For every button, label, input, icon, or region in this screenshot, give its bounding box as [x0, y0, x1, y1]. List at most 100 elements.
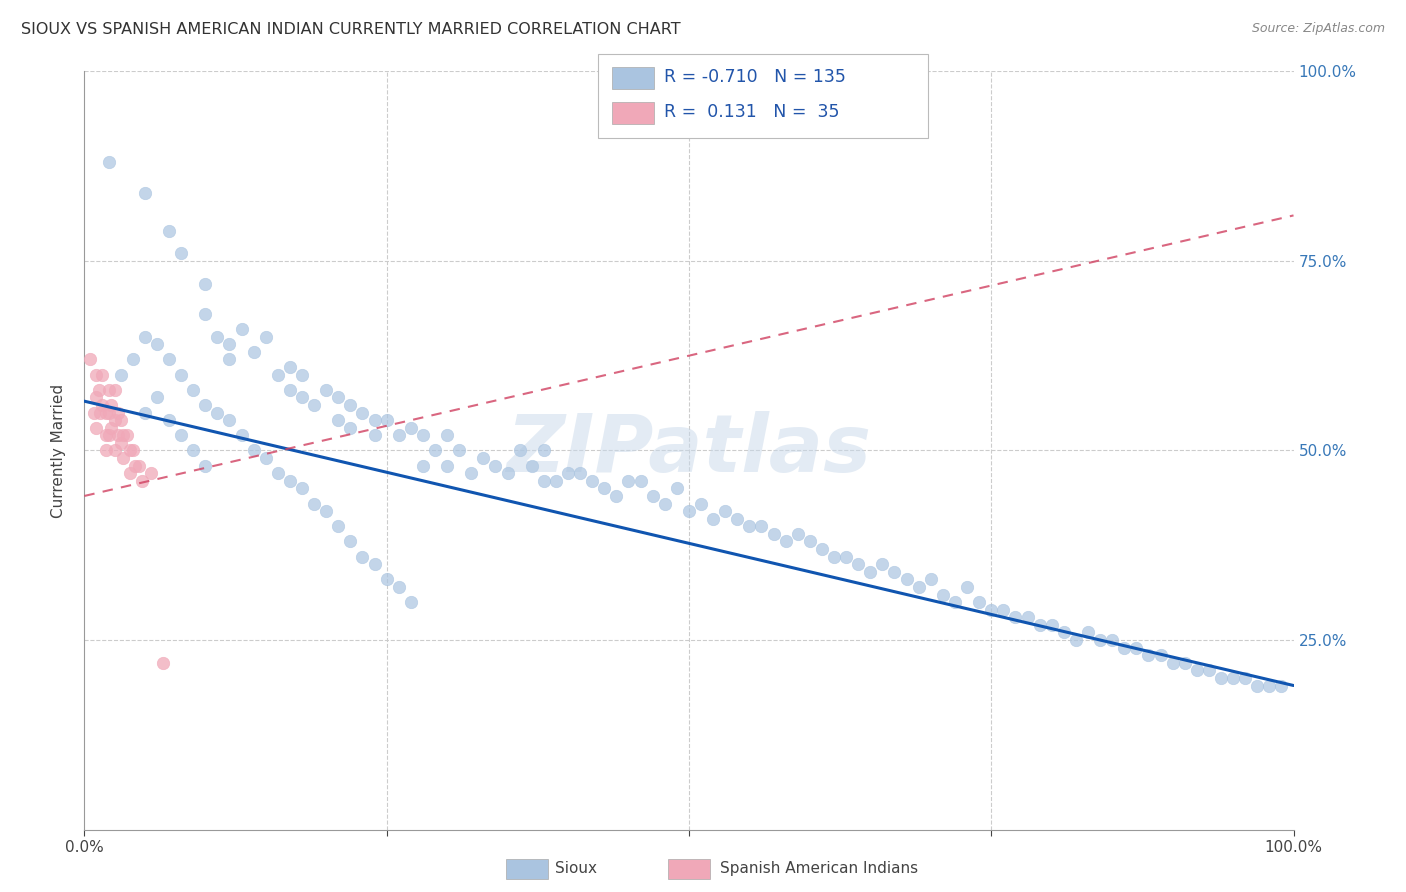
Point: [1004, 610, 1026, 624]
Point: [100, 421, 122, 435]
Point: [291, 482, 314, 496]
Point: [1088, 633, 1111, 648]
Point: [1114, 640, 1136, 655]
Point: [412, 428, 434, 442]
Point: [1174, 656, 1197, 670]
Point: [557, 467, 579, 481]
Point: [1137, 648, 1160, 662]
Point: [702, 512, 724, 526]
Point: [412, 458, 434, 473]
Point: [86, 421, 108, 435]
Point: [363, 428, 385, 442]
Point: [630, 474, 652, 488]
Point: [690, 496, 713, 510]
Point: [363, 413, 385, 427]
Point: [967, 595, 990, 609]
Point: [436, 458, 458, 473]
Point: [157, 352, 180, 367]
Point: [97, 428, 120, 442]
Point: [291, 391, 314, 405]
Point: [94, 428, 117, 442]
Point: [97, 155, 120, 169]
Point: [254, 451, 277, 466]
Point: [146, 337, 169, 351]
Point: [1101, 633, 1123, 648]
Text: R =  0.131   N =  35: R = 0.131 N = 35: [664, 103, 839, 121]
Point: [1222, 671, 1244, 685]
Point: [194, 307, 217, 321]
Point: [94, 405, 117, 420]
Point: [194, 458, 217, 473]
Point: [152, 656, 174, 670]
Point: [339, 534, 361, 549]
Point: [1064, 633, 1087, 648]
Point: [1246, 678, 1268, 692]
Point: [835, 549, 858, 564]
Point: [388, 580, 411, 594]
Point: [112, 428, 135, 442]
Point: [641, 489, 664, 503]
Point: [128, 458, 150, 473]
Point: [107, 405, 129, 420]
Point: [339, 398, 361, 412]
Point: [1040, 617, 1063, 632]
Point: [883, 565, 905, 579]
Text: Spanish American Indians: Spanish American Indians: [720, 862, 918, 876]
Point: [1028, 617, 1050, 632]
Point: [339, 421, 361, 435]
Point: [91, 398, 114, 412]
Point: [932, 588, 955, 602]
Point: [86, 391, 108, 405]
Point: [846, 557, 869, 572]
Point: [207, 330, 229, 344]
Point: [181, 383, 204, 397]
Point: [157, 413, 180, 427]
Point: [146, 391, 169, 405]
Point: [762, 526, 785, 541]
Point: [104, 443, 127, 458]
Point: [328, 391, 350, 405]
Point: [104, 383, 127, 397]
Text: Source: ZipAtlas.com: Source: ZipAtlas.com: [1251, 22, 1385, 36]
Point: [157, 223, 180, 237]
Point: [107, 428, 129, 442]
Point: [267, 467, 290, 481]
Point: [581, 474, 603, 488]
Point: [278, 359, 301, 375]
Point: [1017, 610, 1039, 624]
Point: [194, 398, 217, 412]
Point: [86, 368, 108, 382]
Point: [352, 549, 374, 564]
Point: [823, 549, 845, 564]
Text: ZIPatlas: ZIPatlas: [506, 411, 872, 490]
Point: [363, 557, 385, 572]
Point: [544, 474, 567, 488]
Point: [231, 428, 253, 442]
Point: [218, 413, 240, 427]
Point: [104, 413, 127, 427]
Point: [436, 428, 458, 442]
Point: [956, 580, 979, 594]
Point: [786, 526, 808, 541]
Point: [799, 534, 821, 549]
Point: [91, 368, 114, 382]
Point: [775, 534, 797, 549]
Text: Sioux: Sioux: [555, 862, 598, 876]
Point: [291, 368, 314, 382]
Point: [328, 519, 350, 533]
Point: [302, 398, 325, 412]
Point: [120, 467, 142, 481]
Point: [1234, 671, 1257, 685]
Point: [1198, 664, 1220, 678]
Point: [399, 421, 422, 435]
Point: [194, 277, 217, 291]
Point: [811, 542, 834, 557]
Point: [254, 330, 277, 344]
Point: [1077, 625, 1099, 640]
Point: [375, 413, 398, 427]
Point: [120, 443, 142, 458]
Point: [859, 565, 882, 579]
Point: [97, 383, 120, 397]
Point: [1258, 678, 1281, 692]
Point: [1270, 678, 1292, 692]
